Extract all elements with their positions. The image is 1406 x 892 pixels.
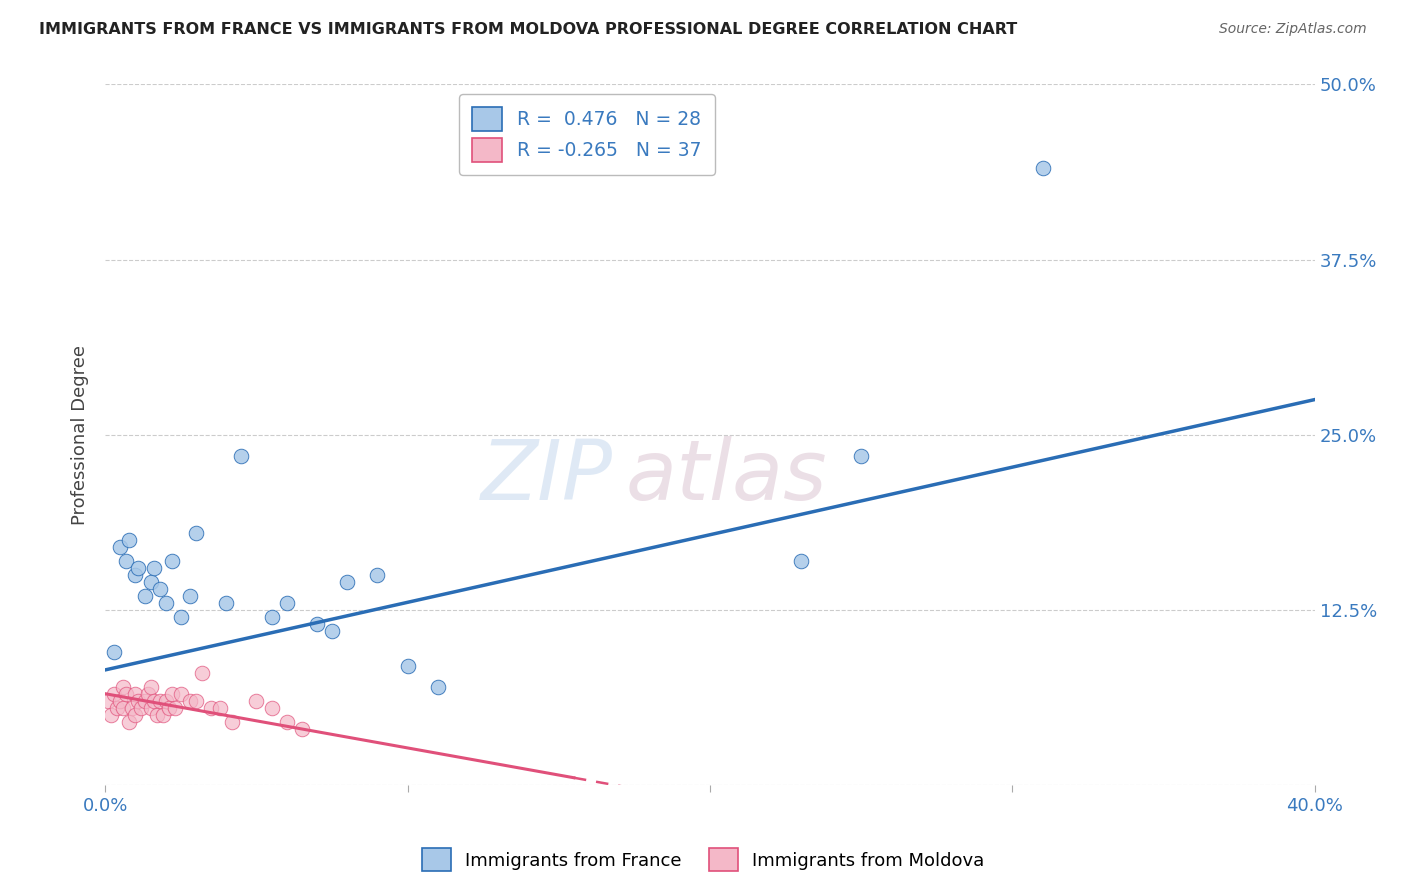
Text: atlas: atlas xyxy=(626,436,827,517)
Point xyxy=(170,609,193,624)
Text: ZIP: ZIP xyxy=(481,436,613,517)
Point xyxy=(426,680,449,694)
Point xyxy=(321,624,343,638)
Point xyxy=(191,665,214,680)
Point xyxy=(179,694,201,708)
Text: IMMIGRANTS FROM FRANCE VS IMMIGRANTS FROM MOLDOVA PROFESSIONAL DEGREE CORRELATIO: IMMIGRANTS FROM FRANCE VS IMMIGRANTS FRO… xyxy=(39,22,1018,37)
Point xyxy=(134,589,156,603)
Point xyxy=(155,596,177,610)
Point xyxy=(149,694,172,708)
Point xyxy=(170,687,193,701)
Point xyxy=(115,687,138,701)
Point xyxy=(103,687,125,701)
Point xyxy=(127,694,149,708)
Point xyxy=(139,700,162,714)
Point xyxy=(97,694,120,708)
Point xyxy=(245,694,267,708)
Point xyxy=(336,574,359,589)
Point xyxy=(184,694,207,708)
Point xyxy=(849,449,872,463)
Point xyxy=(260,609,283,624)
Point xyxy=(366,567,388,582)
Point xyxy=(163,700,186,714)
Point xyxy=(112,680,135,694)
Point xyxy=(789,554,811,568)
Point xyxy=(134,694,156,708)
Point xyxy=(200,700,222,714)
Point xyxy=(100,707,122,722)
Point xyxy=(215,596,238,610)
Point xyxy=(118,533,141,547)
Point xyxy=(155,694,177,708)
Point xyxy=(118,714,141,729)
Point xyxy=(231,449,253,463)
Point xyxy=(124,707,146,722)
Point xyxy=(110,694,132,708)
Point xyxy=(209,700,232,714)
Point xyxy=(179,589,201,603)
Point xyxy=(1032,161,1054,176)
Point xyxy=(160,554,183,568)
Point xyxy=(112,700,135,714)
Point xyxy=(110,540,132,554)
Legend: R =  0.476   N = 28, R = -0.265   N = 37: R = 0.476 N = 28, R = -0.265 N = 37 xyxy=(460,94,716,175)
Y-axis label: Professional Degree: Professional Degree xyxy=(72,344,89,524)
Point xyxy=(152,707,174,722)
Point xyxy=(260,700,283,714)
Point xyxy=(291,722,314,736)
Point xyxy=(221,714,243,729)
Point xyxy=(105,700,128,714)
Legend: Immigrants from France, Immigrants from Moldova: Immigrants from France, Immigrants from … xyxy=(415,841,991,879)
Point xyxy=(157,700,180,714)
Point xyxy=(142,694,165,708)
Point xyxy=(145,707,167,722)
Point xyxy=(139,680,162,694)
Point xyxy=(305,616,328,631)
Point xyxy=(121,700,143,714)
Point xyxy=(276,596,298,610)
Point xyxy=(149,582,172,596)
Point xyxy=(131,700,153,714)
Point xyxy=(396,658,419,673)
Point xyxy=(124,567,146,582)
Point xyxy=(184,525,207,540)
Point xyxy=(124,687,146,701)
Point xyxy=(276,714,298,729)
Point xyxy=(139,574,162,589)
Point xyxy=(142,560,165,574)
Point xyxy=(136,687,159,701)
Point xyxy=(160,687,183,701)
Point xyxy=(115,554,138,568)
Text: Source: ZipAtlas.com: Source: ZipAtlas.com xyxy=(1219,22,1367,37)
Point xyxy=(127,560,149,574)
Point xyxy=(103,645,125,659)
